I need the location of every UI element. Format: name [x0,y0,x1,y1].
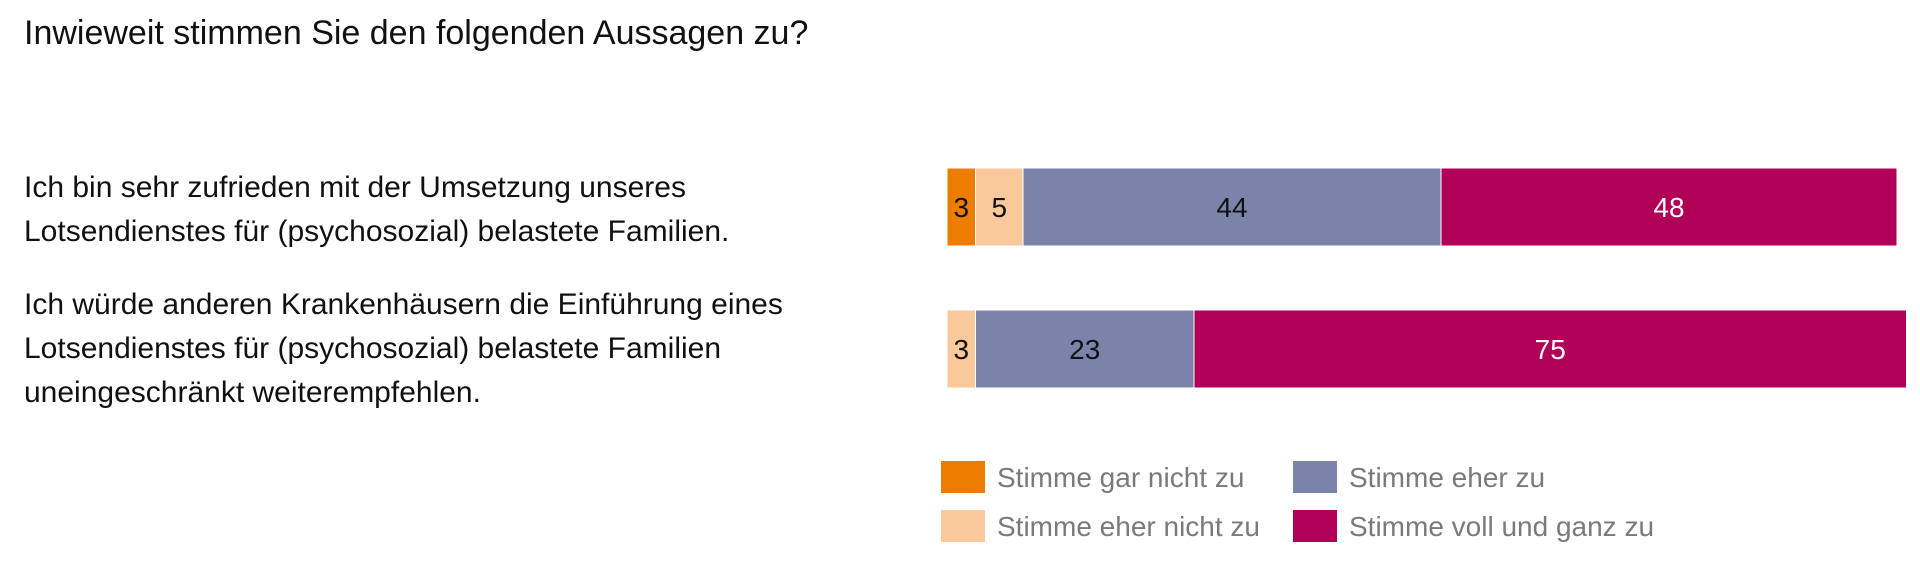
legend-swatch [1293,461,1337,493]
category-label: Ich würde anderen Krankenhäusern die Ein… [24,288,783,409]
bar-segment [946,309,976,389]
bar-segment [975,309,1195,389]
data-label: 5 [991,192,1007,223]
legend-item: Stimme gar nicht zu [941,461,1244,493]
data-label: 3 [953,192,969,223]
legend-label: Stimme eher nicht zu [997,511,1260,542]
legend-swatch [941,461,985,493]
legend-swatch [941,510,985,542]
legend-label: Stimme gar nicht zu [997,462,1244,493]
data-label: 75 [1535,334,1566,365]
chart-title: Inwieweit stimmen Sie den folgenden Auss… [24,14,809,52]
data-label: 44 [1216,192,1247,223]
bar-segment [1193,309,1907,389]
data-label: 3 [953,334,969,365]
data-label: 23 [1069,334,1100,365]
bar-segment [1022,167,1442,247]
category-label: Ich bin sehr zufrieden mit der Umsetzung… [24,171,730,248]
legend-item: Stimme voll und ganz zu [1293,510,1654,542]
bar-segment [1440,167,1898,247]
legend-item: Stimme eher nicht zu [941,510,1260,542]
legend-label: Stimme eher zu [1349,462,1545,493]
legend-item: Stimme eher zu [1293,461,1545,493]
legend-swatch [1293,510,1337,542]
legend-label: Stimme voll und ganz zu [1349,511,1654,542]
data-label: 48 [1653,192,1684,223]
